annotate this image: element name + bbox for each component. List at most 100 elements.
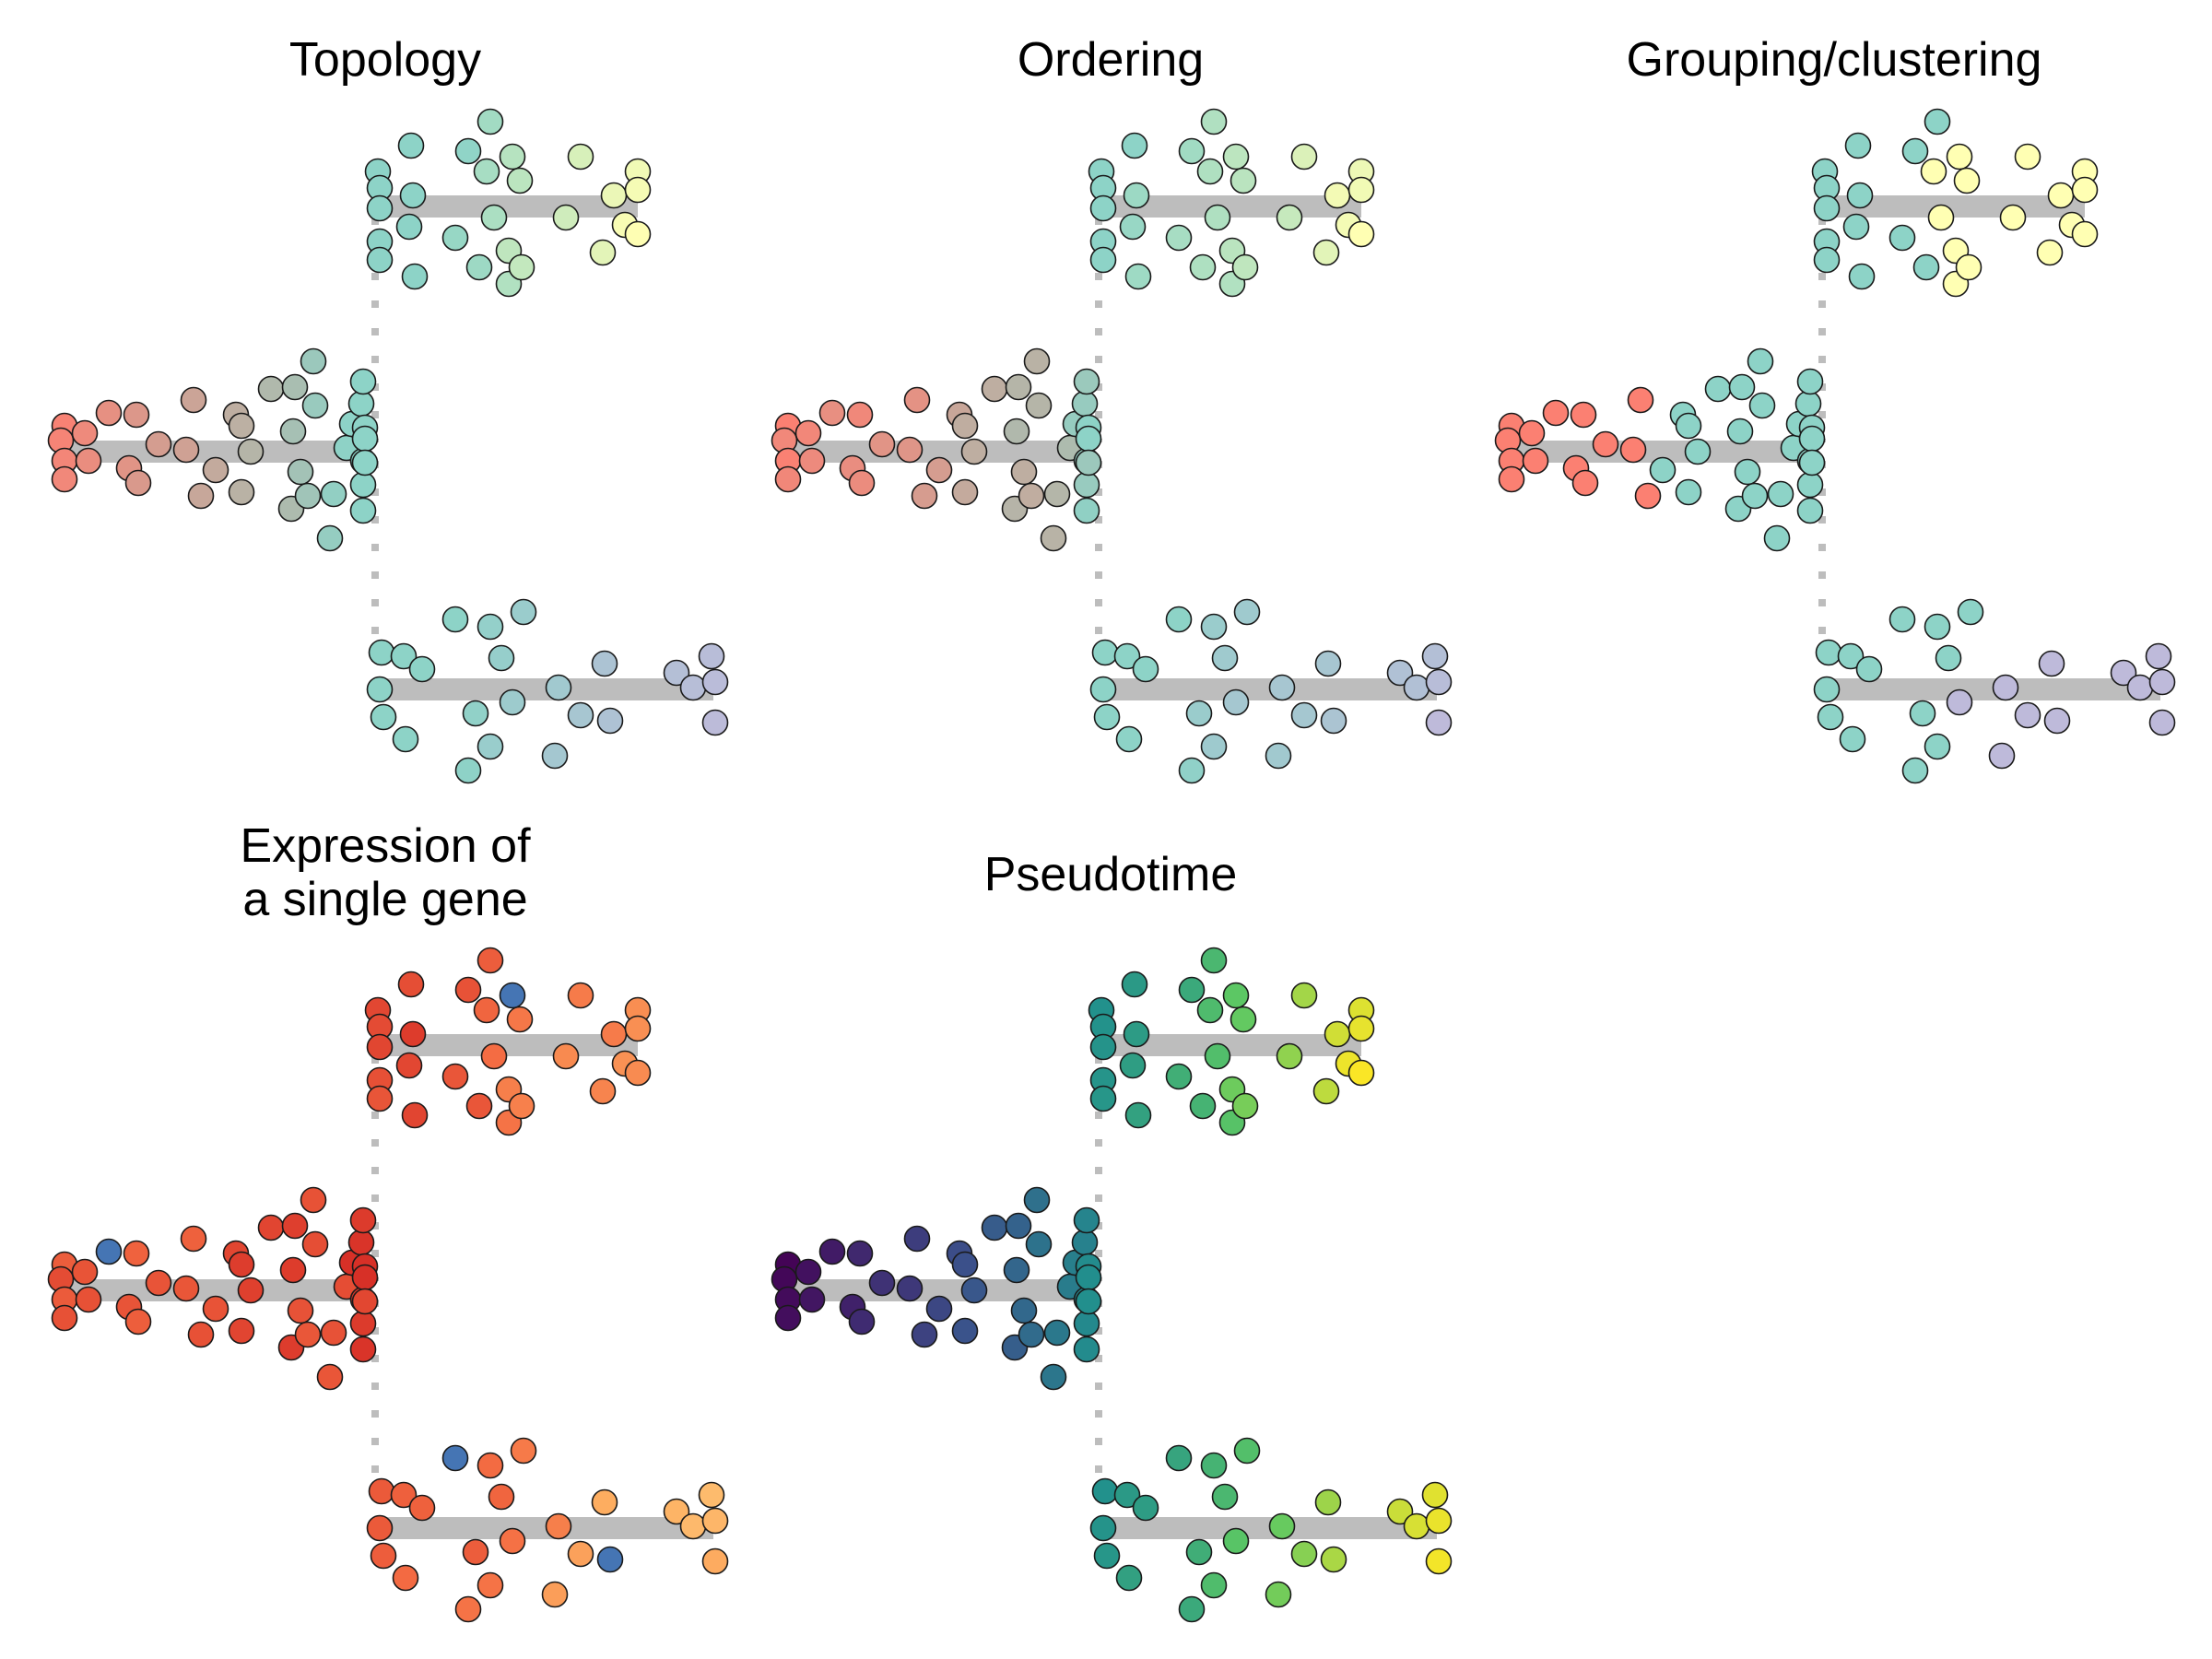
cell-point [366, 676, 394, 703]
cell-point [237, 438, 265, 465]
cell-point [294, 482, 322, 510]
cell-point [1619, 436, 1647, 464]
cell-point [2014, 143, 2041, 171]
cell-point [1767, 480, 1794, 508]
cell-point [473, 996, 500, 1024]
cell-point [1763, 524, 1791, 552]
cell-point [1018, 1321, 1045, 1348]
cell-point [679, 1512, 707, 1540]
cell-point [1089, 1514, 1117, 1542]
cell-point [172, 1275, 200, 1302]
cell-point [2145, 642, 2172, 670]
cell-point [1855, 655, 1883, 683]
cell-point [392, 725, 419, 753]
cell-point [1314, 1488, 1342, 1516]
cell-point [567, 143, 594, 171]
cell-point [1003, 418, 1030, 445]
panel-ordering [771, 108, 1453, 784]
cell-point [399, 182, 427, 209]
cell-point [145, 1269, 172, 1297]
cell-point [1132, 1494, 1159, 1522]
cell-point [1912, 253, 1940, 281]
panel-grouping [1494, 108, 2176, 784]
cell-point [1817, 703, 1844, 731]
cell-point [1992, 674, 2019, 701]
cell-point [925, 1295, 953, 1323]
cell-point [596, 707, 624, 735]
cell-point [1839, 725, 1866, 753]
cell-point [75, 1286, 102, 1313]
cell-point [1347, 176, 1375, 204]
cell-point [508, 253, 535, 281]
cell-point [1075, 449, 1102, 477]
cell-point [1119, 1052, 1147, 1079]
cell-point [1073, 1335, 1100, 1363]
cell-point [366, 194, 394, 222]
cell-point [2043, 707, 2071, 735]
cell-point [1924, 613, 1951, 641]
cell-point [663, 659, 690, 687]
cell-point [441, 1063, 469, 1090]
cell-point [1741, 482, 1769, 510]
cell-point [1089, 1033, 1117, 1061]
cell-point [95, 1238, 123, 1265]
cell-point [510, 1437, 537, 1465]
cell-point [347, 1229, 375, 1256]
cell-point [488, 1483, 515, 1511]
cell-point [301, 1230, 329, 1258]
cell-point [1124, 1101, 1152, 1129]
cell-point [508, 1092, 535, 1120]
cell-point [663, 1498, 690, 1525]
cell-point [1347, 1059, 1375, 1087]
cell-point [477, 1571, 504, 1599]
cell-point [951, 478, 979, 506]
cell-point [1204, 204, 1231, 231]
cell-point [465, 253, 493, 281]
cell-point [1089, 1085, 1117, 1112]
cell-point [1231, 1092, 1259, 1120]
cell-point [172, 436, 200, 464]
cell-point [1003, 1256, 1030, 1284]
cell-point [1290, 701, 1318, 729]
cell-point [477, 947, 504, 974]
cell-point [1675, 412, 1702, 440]
cell-point [145, 430, 172, 458]
cell-point [1675, 478, 1702, 506]
cell-point [228, 1251, 255, 1278]
cell-point [1165, 1063, 1193, 1090]
cell-point [1290, 143, 1318, 171]
cell-point [1231, 253, 1259, 281]
cell-point [1796, 471, 1824, 499]
cell-point [1955, 253, 1983, 281]
cell-point [1909, 700, 1936, 727]
cell-point [480, 1042, 508, 1070]
cell-point [1075, 1264, 1102, 1291]
cell-point [925, 456, 953, 484]
cell-point [1073, 1206, 1100, 1234]
cell-point [408, 1494, 436, 1522]
cell-point [1988, 742, 2016, 770]
cell-point [1312, 1077, 1340, 1105]
cell-point [903, 386, 931, 414]
cell-point [1425, 668, 1453, 696]
cell-point [903, 1225, 931, 1253]
cell-point [473, 158, 500, 185]
cell-point [349, 1335, 377, 1363]
cell-point [701, 1507, 729, 1535]
cell-point [1848, 263, 1876, 290]
cell-point [1025, 392, 1053, 419]
cell-point [477, 1452, 504, 1479]
cell-point [123, 1240, 150, 1267]
cell-point [951, 412, 979, 440]
cell-point [701, 1547, 729, 1575]
cell-point [2038, 650, 2065, 677]
cell-point [95, 399, 123, 427]
cell-point [370, 703, 397, 731]
cell-point [1005, 373, 1032, 401]
cell-point [2014, 701, 2041, 729]
panel-expression [47, 947, 729, 1623]
panel-topology [47, 108, 729, 784]
cell-point [123, 401, 150, 429]
cell-point [401, 263, 429, 290]
cell-point [1957, 598, 1984, 626]
